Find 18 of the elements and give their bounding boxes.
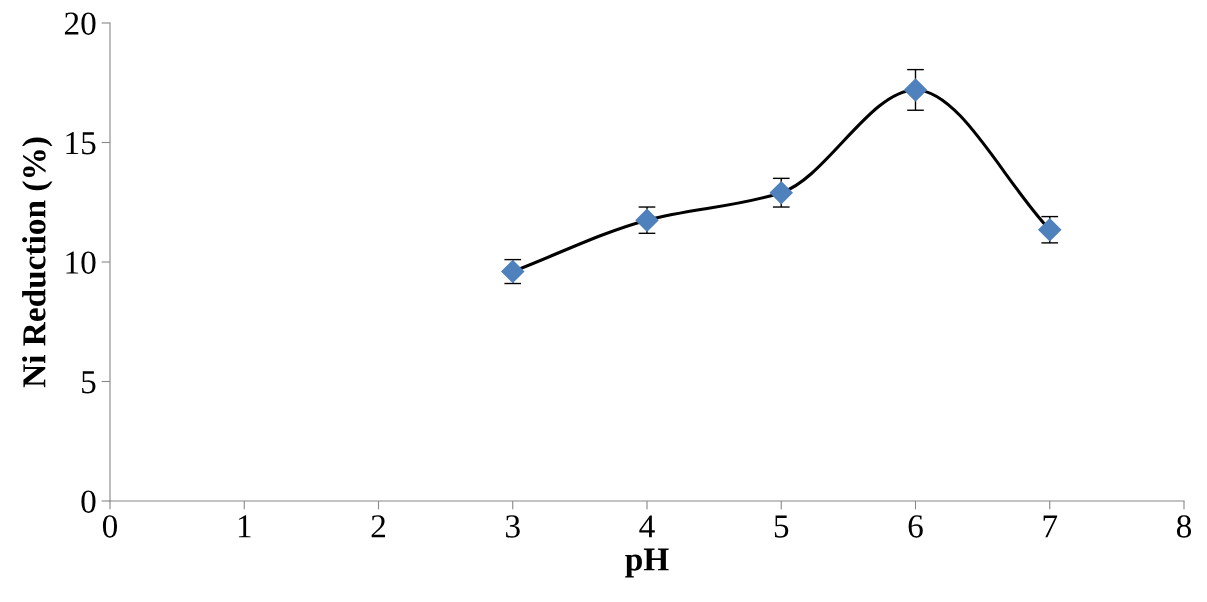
x-tick-label: 5: [774, 515, 789, 538]
x-tick-label: 2: [371, 515, 385, 538]
x-tick-label: 4: [639, 515, 655, 538]
point: [904, 78, 927, 102]
point: [769, 181, 793, 205]
x-tick-label: 8: [1176, 515, 1192, 538]
y-tick-label: 15: [66, 132, 96, 155]
x-tick-label: 0: [102, 515, 118, 538]
x-tick-label: 7: [1043, 515, 1058, 538]
x-axis-title: pH: [625, 548, 669, 578]
y-tick-label: 10: [66, 251, 96, 274]
y-tick-label: 0: [81, 490, 96, 513]
x-tick-label: 1: [238, 515, 251, 538]
y-tick-label: 5: [82, 371, 96, 394]
y-tick-label: 20: [64, 12, 96, 35]
x-tick-label: 3: [506, 515, 520, 538]
x-tick-label: 6: [908, 515, 923, 538]
y-axis-title: Ni Reduction (%): [22, 137, 53, 388]
